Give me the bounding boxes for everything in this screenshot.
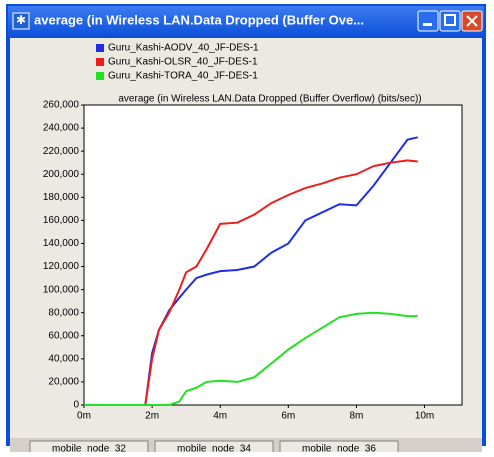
- maximize-glyph: [444, 14, 456, 26]
- series-line: [84, 159, 418, 406]
- x-tick-label: 2m: [145, 411, 159, 422]
- y-tick-label: 180,000: [43, 192, 80, 203]
- legend-label: Guru_Kashi-AODV_40_JF-DES-1: [108, 43, 259, 54]
- tab-label: mobile_node_36: [302, 444, 376, 452]
- y-tick-label: 40,000: [48, 353, 79, 364]
- y-tick-label: 60,000: [48, 330, 79, 341]
- tab-label: mobile_node_32: [52, 444, 126, 452]
- y-tick-label: 120,000: [43, 261, 80, 272]
- x-tick-label: 0m: [77, 411, 91, 422]
- title-bar: [8, 6, 484, 38]
- minimize-button[interactable]: [417, 10, 439, 32]
- plot-title: average (in Wireless LAN.Data Dropped (B…: [118, 94, 421, 105]
- x-tick-label: 10m: [415, 411, 434, 422]
- x-tick-label: 4m: [213, 411, 227, 422]
- y-tick-label: 140,000: [43, 238, 80, 249]
- y-tick-label: 160,000: [43, 215, 80, 226]
- y-tick-label: 80,000: [48, 307, 79, 318]
- legend-swatch: [96, 58, 104, 66]
- window-title: average (in Wireless LAN.Data Dropped (B…: [34, 12, 364, 27]
- y-tick-label: 20,000: [48, 377, 79, 388]
- y-tick-label: 220,000: [43, 146, 80, 157]
- series-line: [84, 311, 418, 406]
- y-tick-label: 260,000: [43, 100, 80, 111]
- legend-label: Guru_Kashi-TORA_40_JF-DES-1: [108, 71, 258, 82]
- tab-label: mobile_node_34: [177, 444, 251, 452]
- close-glyph: [466, 15, 478, 27]
- legend-label: Guru_Kashi-OLSR_40_JF-DES-1: [108, 57, 258, 68]
- legend-swatch: [96, 44, 104, 52]
- legend-swatch: [96, 72, 104, 80]
- minimize-glyph: [423, 23, 432, 26]
- y-tick-label: 100,000: [43, 284, 80, 295]
- x-tick-label: 6m: [281, 411, 295, 422]
- plot-area: [83, 104, 463, 406]
- y-tick-label: 200,000: [43, 169, 80, 180]
- icon-glyph: ✱: [16, 13, 26, 27]
- window-icon: [12, 12, 30, 30]
- y-tick-label: 0: [73, 400, 79, 411]
- x-tick-label: 8m: [349, 411, 363, 422]
- y-tick-label: 240,000: [43, 123, 80, 134]
